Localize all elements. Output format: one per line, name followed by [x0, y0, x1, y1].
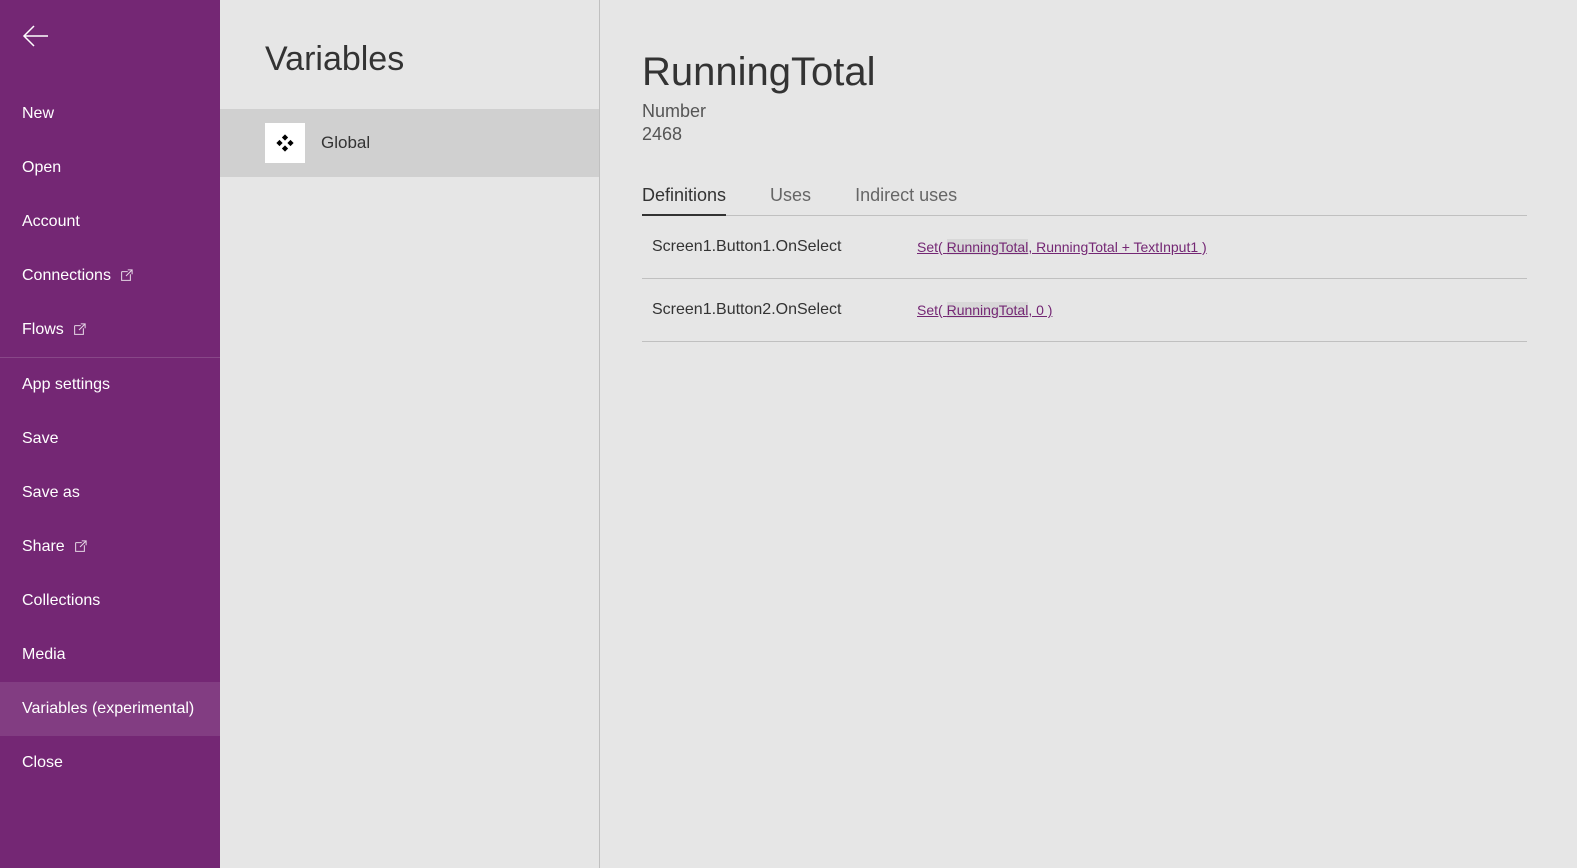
sidebar-item-label: Media: [22, 646, 66, 664]
definition-row: Screen1.Button2.OnSelectSet( RunningTota…: [642, 279, 1527, 342]
sidebar-item-label: App settings: [22, 376, 110, 394]
sidebar-item-app-settings[interactable]: App settings: [0, 357, 220, 412]
definition-formula-link[interactable]: Set( RunningTotal, 0 ): [917, 302, 1052, 318]
sidebar: New Open Account Connections Flows App settin…: [0, 0, 220, 868]
sidebar-item-flows[interactable]: Flows: [0, 303, 220, 357]
sidebar-item-close[interactable]: Close: [0, 736, 220, 790]
sidebar-item-save-as[interactable]: Save as: [0, 466, 220, 520]
detail-tabs: Definitions Uses Indirect uses: [642, 185, 1527, 216]
sidebar-item-connections[interactable]: Connections: [0, 249, 220, 303]
variables-scope-panel: Variables Global: [220, 0, 600, 868]
definition-location: Screen1.Button2.OnSelect: [652, 301, 917, 319]
definition-formula-link[interactable]: Set( RunningTotal, RunningTotal + TextIn…: [917, 239, 1207, 255]
definition-location: Screen1.Button1.OnSelect: [652, 238, 917, 256]
sidebar-item-label: Save as: [22, 484, 80, 502]
sidebar-item-variables-experimental[interactable]: Variables (experimental): [0, 682, 220, 736]
sidebar-item-new[interactable]: New: [0, 87, 220, 141]
arrow-left-icon: [20, 20, 52, 52]
variable-detail-panel: RunningTotal Number 2468 Definitions Uses…: [600, 0, 1577, 868]
variable-type: Number: [642, 101, 1527, 122]
sidebar-item-label: Variables (experimental): [22, 700, 194, 718]
external-link-icon: [72, 323, 86, 337]
tab-indirect-uses[interactable]: Indirect uses: [855, 185, 957, 215]
definition-row: Screen1.Button1.OnSelectSet( RunningTota…: [642, 216, 1527, 279]
tab-definitions[interactable]: Definitions: [642, 185, 726, 216]
sidebar-item-label: Share: [22, 538, 65, 556]
sidebar-item-label: Connections: [22, 267, 111, 285]
variable-name: RunningTotal: [642, 50, 1527, 95]
external-link-icon: [119, 269, 133, 283]
sidebar-item-label: Save: [22, 430, 58, 448]
sidebar-item-open[interactable]: Open: [0, 141, 220, 195]
scope-item-global[interactable]: Global: [220, 109, 599, 177]
sidebar-item-account[interactable]: Account: [0, 195, 220, 249]
sidebar-item-collections[interactable]: Collections: [0, 574, 220, 628]
sidebar-item-label: Flows: [22, 321, 64, 339]
external-link-icon: [73, 540, 87, 554]
sidebar-item-label: Account: [22, 213, 80, 231]
sidebar-item-save[interactable]: Save: [0, 412, 220, 466]
sidebar-item-label: Close: [22, 754, 63, 772]
sidebar-item-label: New: [22, 105, 54, 123]
back-button[interactable]: [0, 0, 220, 87]
scope-label: Global: [321, 133, 370, 153]
panel-title: Variables: [220, 0, 599, 109]
global-scope-icon: [265, 123, 305, 163]
sidebar-item-share[interactable]: Share: [0, 520, 220, 574]
tab-uses[interactable]: Uses: [770, 185, 811, 215]
sidebar-item-label: Open: [22, 159, 61, 177]
sidebar-item-label: Collections: [22, 592, 100, 610]
sidebar-item-media[interactable]: Media: [0, 628, 220, 682]
variable-value: 2468: [642, 124, 1527, 145]
